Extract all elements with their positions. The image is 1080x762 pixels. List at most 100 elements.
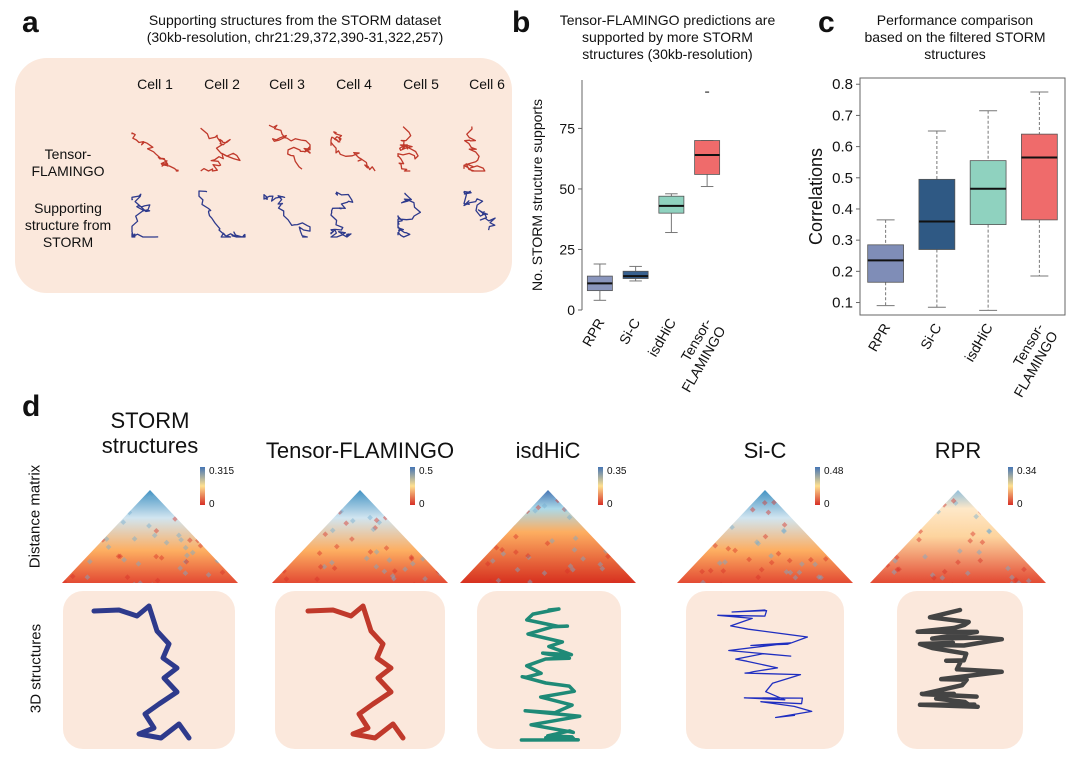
matrix-speck-3-44 — [749, 493, 756, 500]
matrix-speck-3-29 — [796, 569, 803, 576]
panel-d-title-0: STORM structures — [50, 408, 250, 458]
matrix-speck-2-13 — [620, 559, 627, 566]
matrix-speck-0-0 — [73, 499, 80, 505]
matrix-speck-4-58 — [1040, 507, 1046, 514]
colorbar-min-2: 0 — [607, 499, 613, 510]
matrix-speck-4-37 — [1033, 544, 1040, 551]
tensor-structure-cell-1 — [131, 132, 179, 172]
matrix-speck-3-43 — [822, 556, 829, 562]
matrix-speck-3-32 — [677, 546, 680, 553]
matrix-speck-3-18 — [702, 529, 709, 536]
matrix-speck-4-69 — [939, 575, 946, 581]
c-ytick-label-4: 0.5 — [832, 170, 853, 187]
matrix-speck-2-2 — [580, 556, 586, 562]
matrix-speck-1-22 — [423, 503, 430, 509]
matrix-speck-0-15 — [227, 499, 234, 505]
matrix-speck-0-34 — [176, 496, 182, 502]
matrix-speck-4-11 — [888, 534, 894, 541]
matrix-speck-1-17 — [438, 499, 445, 506]
matrix-speck-4-8 — [870, 544, 877, 550]
b-box-2 — [658, 195, 685, 214]
matrix-speck-4-36 — [941, 568, 948, 575]
matrix-speck-2-56 — [472, 511, 479, 517]
panel-c-title-line3: structures — [924, 46, 986, 62]
matrix-speck-2-5 — [461, 511, 468, 518]
panel-b-title-line1: Tensor-FLAMINGO predictions are — [559, 12, 776, 28]
matrix-speck-0-54 — [81, 527, 87, 533]
matrix-speck-0-14 — [65, 529, 72, 535]
matrix-speck-4-7 — [882, 534, 888, 541]
colorbar-min-0: 0 — [209, 499, 215, 510]
matrix-speck-4-46 — [955, 559, 961, 566]
matrix-speck-3-45 — [810, 527, 817, 533]
matrix-speck-1-10 — [421, 539, 428, 546]
matrix-speck-1-31 — [420, 536, 427, 542]
matrix-speck-3-54 — [725, 545, 732, 552]
matrix-speck-2-67 — [513, 533, 519, 540]
c-box-2 — [969, 160, 1007, 225]
tensor-structure-cell-6 — [463, 126, 486, 172]
matrix-speck-3-12 — [818, 574, 824, 581]
matrix-speck-4-9 — [910, 517, 916, 524]
matrix-speck-1-53 — [304, 515, 311, 522]
matrix-speck-0-37 — [95, 495, 102, 501]
matrix-speck-2-53 — [463, 527, 470, 534]
panel-b-title: Tensor-FLAMINGO predictions are supporte… — [525, 12, 810, 63]
matrix-speck-2-3 — [595, 508, 601, 515]
matrix-speck-2-34 — [572, 535, 579, 542]
matrix-speck-3-33 — [838, 560, 845, 566]
matrix-speck-4-22 — [986, 528, 993, 535]
matrix-speck-1-61 — [425, 520, 432, 526]
matrix-speck-1-68 — [439, 530, 445, 537]
colorbar-max-1: 0.5 — [419, 466, 433, 477]
colorbar-max-3: 0.48 — [824, 466, 844, 477]
storm-structure-cell-5 — [397, 192, 422, 238]
row-label-storm-line1: Supporting — [34, 200, 102, 216]
matrix-speck-4-15 — [904, 504, 911, 510]
matrix-speck-4-43 — [979, 505, 986, 511]
b-ytick-label-1: 25 — [559, 241, 575, 257]
matrix-speck-2-16 — [493, 528, 500, 534]
b-box-1 — [622, 270, 649, 279]
matrix-speck-0-46 — [200, 536, 207, 542]
matrix-speck-3-56 — [809, 497, 816, 504]
matrix-speck-0-13 — [232, 545, 238, 552]
matrix-speck-4-52 — [908, 501, 915, 507]
storm-structure-cell-4 — [330, 191, 354, 238]
matrix-speck-4-30 — [870, 528, 877, 535]
colorbar-3 — [815, 467, 820, 505]
3d-structure-2 — [519, 607, 582, 742]
matrix-speck-0-45 — [211, 524, 217, 531]
matrix-speck-3-14 — [840, 565, 847, 572]
matrix-speck-3-34 — [712, 542, 719, 549]
matrix-speck-4-62 — [970, 531, 976, 537]
matrix-speck-3-0 — [826, 490, 832, 496]
matrix-speck-1-66 — [304, 500, 311, 507]
matrix-speck-3-30 — [693, 519, 700, 526]
storm-structure-cell-3 — [263, 194, 311, 238]
matrix-speck-3-5 — [768, 559, 775, 566]
panel-a-structures — [131, 124, 496, 238]
matrix-speck-2-37 — [592, 497, 599, 503]
matrix-speck-4-32 — [896, 566, 902, 573]
matrix-speck-0-19 — [66, 566, 73, 572]
matrix-speck-3-66 — [722, 559, 728, 565]
matrix-speck-3-10 — [847, 564, 853, 571]
matrix-speck-1-8 — [272, 501, 279, 508]
matrix-speck-0-35 — [76, 494, 83, 500]
matrix-speck-2-69 — [571, 546, 578, 553]
colorbar-min-4: 0 — [1017, 499, 1023, 510]
matrix-speck-2-35 — [503, 522, 510, 528]
matrix-speck-4-48 — [949, 582, 956, 583]
matrix-speck-2-44 — [629, 568, 636, 575]
c-ytick-label-5: 0.6 — [832, 139, 853, 156]
matrix-speck-3-9 — [746, 556, 752, 563]
matrix-speck-3-49 — [720, 568, 727, 574]
matrix-speck-4-61 — [977, 557, 984, 564]
matrix-speck-1-32 — [276, 530, 282, 536]
matrix-speck-3-61 — [808, 556, 814, 563]
matrix-speck-4-1 — [952, 500, 959, 506]
panel-d-title-line1-0: STORM — [110, 408, 190, 433]
storm-structure-cell-1 — [131, 193, 159, 238]
